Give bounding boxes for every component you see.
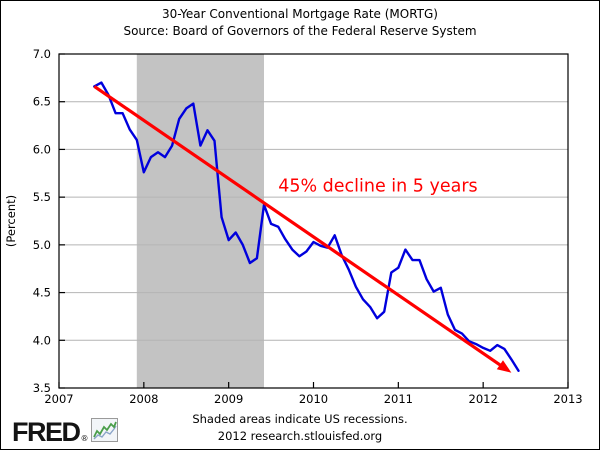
x-tick-label: 2012 xyxy=(469,392,498,406)
fred-logo-text: FRED xyxy=(12,416,81,447)
fred-logo: FRED ® xyxy=(12,418,118,446)
annotation-text: 45% decline in 5 years xyxy=(278,176,477,196)
y-tick-label: 5.0 xyxy=(33,238,51,252)
x-tick-label: 2008 xyxy=(129,392,158,406)
y-tick-label: 7.0 xyxy=(33,47,51,61)
x-tick-label: 2013 xyxy=(553,392,582,406)
x-tick-label: 2009 xyxy=(214,392,243,406)
x-tick-label: 2011 xyxy=(384,392,413,406)
y-tick-label: 4.5 xyxy=(33,286,51,300)
x-tick-label: 2010 xyxy=(299,392,328,406)
y-tick-label: 4.0 xyxy=(33,333,51,347)
recession-note: Shaded areas indicate US recessions. xyxy=(192,412,408,426)
y-tick-label: 5.5 xyxy=(33,190,51,204)
x-tick-label: 2007 xyxy=(44,392,73,406)
y-tick-label: 6.0 xyxy=(33,142,51,156)
sparkline-chart-icon xyxy=(90,418,118,446)
plot-frame xyxy=(58,53,569,389)
recession-band xyxy=(136,54,264,388)
y-axis-title: (Percent) xyxy=(4,195,18,247)
registered-mark: ® xyxy=(80,434,89,443)
chart-title: 30-Year Conventional Mortgage Rate (MORT… xyxy=(161,7,438,21)
chart-source: Source: Board of Governors of the Federa… xyxy=(123,24,477,38)
credit-line: 2012 research.stlouisfed.org xyxy=(217,429,383,443)
mortgage-rate-line xyxy=(93,81,520,372)
trend-arrow-line xyxy=(93,85,507,371)
trend-arrow-head xyxy=(496,360,512,373)
y-tick-label: 6.5 xyxy=(33,95,51,109)
y-tick-label: 3.5 xyxy=(33,381,51,395)
